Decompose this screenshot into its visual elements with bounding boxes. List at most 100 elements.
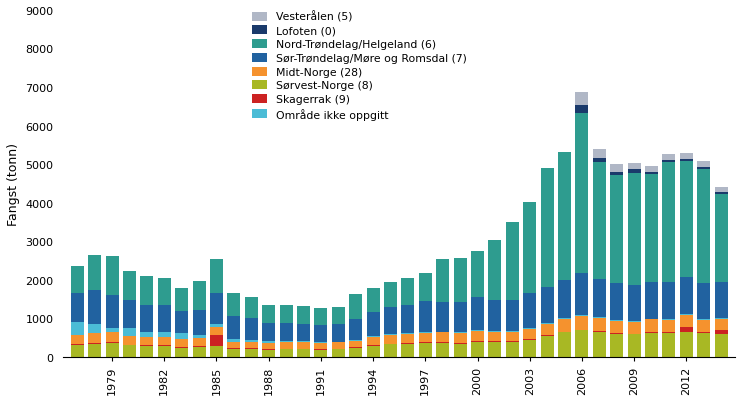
Bar	[280, 349, 292, 357]
Bar	[488, 341, 502, 342]
Bar	[436, 259, 449, 302]
Bar	[645, 319, 658, 320]
Bar	[453, 343, 467, 344]
Bar	[645, 333, 658, 357]
Bar	[697, 320, 710, 332]
Bar	[488, 332, 502, 341]
Bar	[523, 202, 536, 294]
Bar	[697, 333, 710, 357]
Bar	[506, 222, 519, 300]
Bar	[332, 349, 345, 357]
Bar	[175, 333, 188, 340]
Bar	[349, 319, 362, 340]
Bar	[506, 300, 519, 331]
Bar	[575, 273, 588, 316]
Bar	[628, 164, 640, 170]
Bar	[262, 349, 275, 350]
Bar	[628, 173, 640, 285]
Bar	[123, 300, 136, 328]
Bar	[210, 324, 223, 327]
Bar	[140, 338, 154, 346]
Bar	[175, 347, 188, 348]
Bar	[297, 342, 310, 349]
Bar	[541, 169, 554, 287]
Bar	[280, 305, 292, 323]
Bar	[628, 322, 640, 334]
Bar	[418, 342, 432, 343]
Bar	[123, 328, 136, 336]
Bar	[471, 341, 484, 342]
Bar	[280, 323, 292, 341]
Bar	[105, 332, 119, 342]
Bar	[193, 346, 206, 347]
Bar	[70, 322, 84, 336]
Bar	[210, 294, 223, 324]
Bar	[593, 279, 606, 318]
Bar	[610, 334, 623, 357]
Bar	[401, 344, 415, 357]
Bar	[523, 328, 536, 329]
Bar	[715, 318, 728, 319]
Bar	[418, 301, 432, 332]
Bar	[523, 329, 536, 340]
Bar	[680, 315, 693, 327]
Bar	[401, 334, 415, 343]
Bar	[697, 283, 710, 320]
Bar	[297, 341, 310, 342]
Bar	[158, 305, 171, 332]
Bar	[88, 344, 101, 357]
Bar	[628, 285, 640, 321]
Bar	[401, 333, 415, 334]
Bar	[453, 258, 467, 302]
Bar	[471, 330, 484, 331]
Bar	[663, 332, 675, 333]
Bar	[193, 281, 206, 310]
Bar	[453, 332, 467, 333]
Bar	[332, 308, 345, 324]
Bar	[210, 259, 223, 294]
Bar	[401, 279, 415, 305]
Bar	[367, 337, 380, 345]
Bar	[245, 348, 257, 349]
Bar	[401, 343, 415, 344]
Bar	[680, 277, 693, 314]
Bar	[175, 340, 188, 347]
Bar	[680, 314, 693, 315]
Bar	[349, 348, 362, 357]
Bar	[436, 343, 449, 357]
Bar	[418, 343, 432, 357]
Bar	[193, 347, 206, 357]
Bar	[193, 338, 206, 346]
Bar	[332, 342, 345, 349]
Legend: Vesterålen (5), Lofoten (0), Nord-Trøndelag/Helgeland (6), Sør-Trøndelag/Møre og: Vesterålen (5), Lofoten (0), Nord-Trønde…	[250, 9, 469, 122]
Bar	[367, 346, 380, 357]
Bar	[436, 342, 449, 343]
Bar	[384, 334, 397, 335]
Bar	[88, 324, 101, 333]
Bar	[645, 166, 658, 172]
Bar	[245, 318, 257, 340]
Bar	[610, 320, 623, 321]
Bar	[88, 290, 101, 324]
Bar	[401, 305, 415, 333]
Bar	[558, 318, 571, 319]
Bar	[349, 341, 362, 348]
Bar	[697, 162, 710, 168]
Bar	[715, 188, 728, 192]
Bar	[697, 332, 710, 333]
Bar	[558, 153, 571, 280]
Bar	[158, 338, 171, 346]
Bar	[123, 345, 136, 346]
Bar	[453, 333, 467, 343]
Bar	[436, 332, 449, 342]
Bar	[70, 294, 84, 322]
Bar	[297, 324, 310, 341]
Bar	[123, 336, 136, 345]
Bar	[663, 161, 675, 163]
Bar	[123, 271, 136, 300]
Bar	[418, 333, 432, 342]
Bar	[332, 324, 345, 342]
Bar	[140, 346, 154, 357]
Bar	[610, 172, 623, 175]
Bar	[541, 324, 554, 336]
